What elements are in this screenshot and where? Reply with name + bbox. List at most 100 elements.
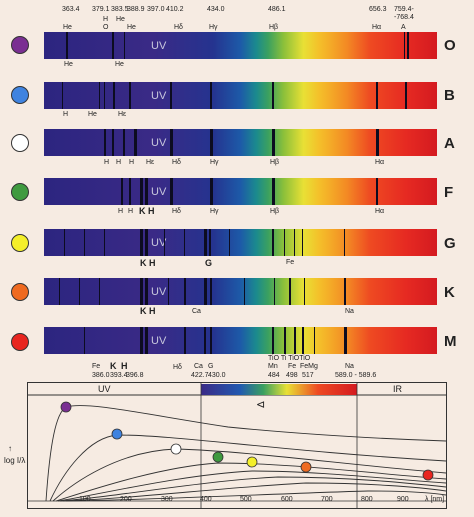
x-tick: 200 <box>120 496 132 503</box>
visible-band <box>201 384 357 395</box>
a-peak <box>170 443 182 455</box>
x-unit: λ [nm] <box>425 496 445 503</box>
visible-symbol: ⊲ <box>256 399 266 411</box>
class-g-dot <box>11 234 29 252</box>
uv-label: UV <box>151 335 167 347</box>
class-m-letter: M <box>444 333 457 350</box>
m-el-label: Fe <box>288 363 297 370</box>
g-line-label: G <box>205 258 213 268</box>
uv-label: UV <box>151 237 167 249</box>
class-o-letter: O <box>444 37 456 54</box>
g-peak <box>246 456 258 468</box>
a-line-label: Hβ <box>270 159 280 166</box>
k-line-label: Na <box>345 308 354 315</box>
el-label: He <box>116 16 125 23</box>
class-b-dot <box>11 86 29 104</box>
spectrum-k: UV <box>44 278 437 305</box>
f-line-label: Hβ <box>270 208 280 215</box>
class-a-letter: A <box>444 135 455 152</box>
wl-label: 410.2 <box>166 6 184 13</box>
m-wl-label: 484 <box>268 372 280 379</box>
a-line-label: Hγ <box>210 159 219 166</box>
plot-svg <box>28 383 446 508</box>
o-peak <box>60 401 72 413</box>
el-label: A <box>401 24 406 31</box>
f-line-label: H <box>128 208 134 215</box>
plot-uv-label: UV <box>98 384 111 394</box>
wl-label: 383.5 <box>111 6 129 13</box>
a-line-label: Hε <box>146 159 155 166</box>
m-el-label: K <box>110 361 117 371</box>
b-line-label: Hε <box>118 111 127 118</box>
a-line-label: Hα <box>375 159 385 166</box>
m-el-label: Ca <box>194 363 203 370</box>
x-tick: 400 <box>200 496 212 503</box>
spectrum-a: UV <box>44 129 437 156</box>
g-line-label: K <box>140 258 147 268</box>
a-line-label: H <box>116 159 122 166</box>
k-peak <box>300 461 312 473</box>
f-line-label: K <box>139 206 146 216</box>
el-label: Hδ <box>174 24 183 31</box>
el-label: He <box>63 24 72 31</box>
wl-label: 759.4- <box>394 6 414 13</box>
b-peak <box>111 428 123 440</box>
y-axis-label: log I/λ <box>4 456 26 465</box>
spectrum-m: UV <box>44 327 437 354</box>
wl-label: 486.1 <box>268 6 286 13</box>
el-label: Hα <box>372 24 382 31</box>
el-label: Hβ <box>269 24 279 31</box>
el-label: H <box>103 16 109 23</box>
class-a-dot <box>11 134 29 152</box>
x-tick: 100 <box>79 496 91 503</box>
spectrum-b: UV <box>44 82 437 109</box>
x-tick: 700 <box>321 496 333 503</box>
k-line-label: Ca <box>192 308 201 315</box>
class-k-letter: K <box>444 284 455 301</box>
g-line-label: H <box>149 258 156 268</box>
f-line-label: Hγ <box>210 208 219 215</box>
blackbody-plot: UV IR ⊲ <box>27 382 447 509</box>
a-line-label: H <box>129 159 135 166</box>
m-el-label: G <box>208 363 214 370</box>
b-line-label: He <box>88 111 97 118</box>
spectrum-o: UV <box>44 32 437 59</box>
y-axis-arrow: ↑ <box>8 444 12 453</box>
a-line-label: Hδ <box>172 159 181 166</box>
wl-label: 388.9 <box>127 6 145 13</box>
m-wl-label: 422.7 <box>191 372 209 379</box>
wl-label: 363.4 <box>62 6 80 13</box>
class-g-letter: G <box>444 235 456 252</box>
uv-label: UV <box>151 286 167 298</box>
m-wl-label: 396.8 <box>126 372 144 379</box>
m-el-label: Hδ <box>173 364 182 371</box>
x-tick: 900 <box>397 496 409 503</box>
f-line-label: H <box>148 206 155 216</box>
spectrum-f: UV <box>44 178 437 205</box>
class-f-dot <box>11 183 29 201</box>
x-tick: 600 <box>281 496 293 503</box>
uv-label: UV <box>151 137 167 149</box>
f-line-label: H <box>118 208 124 215</box>
uv-label: UV <box>151 90 167 102</box>
m-wl-label: 430.0 <box>208 372 226 379</box>
m-wl-label: 386.0 <box>92 372 110 379</box>
m-wl-label: 498 <box>286 372 298 379</box>
m-el-label: Mn <box>268 363 278 370</box>
planck-curves <box>45 405 446 502</box>
x-tick: 800 <box>361 496 373 503</box>
o-line-label: He <box>64 61 73 68</box>
m-el-label: Fe <box>92 363 101 370</box>
plot-ir-label: IR <box>393 384 402 394</box>
class-b-letter: B <box>444 87 455 104</box>
o-line-label: He <box>115 61 124 68</box>
wl-label: 656.3 <box>369 6 387 13</box>
class-k-dot <box>11 283 29 301</box>
f-peak <box>212 451 224 463</box>
x-tick: 300 <box>161 496 173 503</box>
m-wl-label: 393.4 <box>110 372 128 379</box>
f-line-label: Hα <box>375 208 385 215</box>
class-f-letter: F <box>444 184 454 201</box>
m-el-label: H <box>121 361 128 371</box>
m-el-label: Na <box>345 363 354 370</box>
